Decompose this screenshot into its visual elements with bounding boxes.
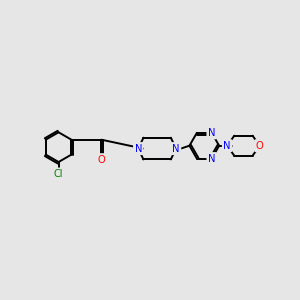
Text: N: N xyxy=(172,144,180,154)
Text: O: O xyxy=(256,141,264,151)
Text: O: O xyxy=(98,155,105,165)
Text: N: N xyxy=(208,128,215,138)
Text: N: N xyxy=(224,141,231,151)
Text: Cl: Cl xyxy=(54,169,63,179)
Text: N: N xyxy=(208,154,215,164)
Text: N: N xyxy=(134,144,142,154)
